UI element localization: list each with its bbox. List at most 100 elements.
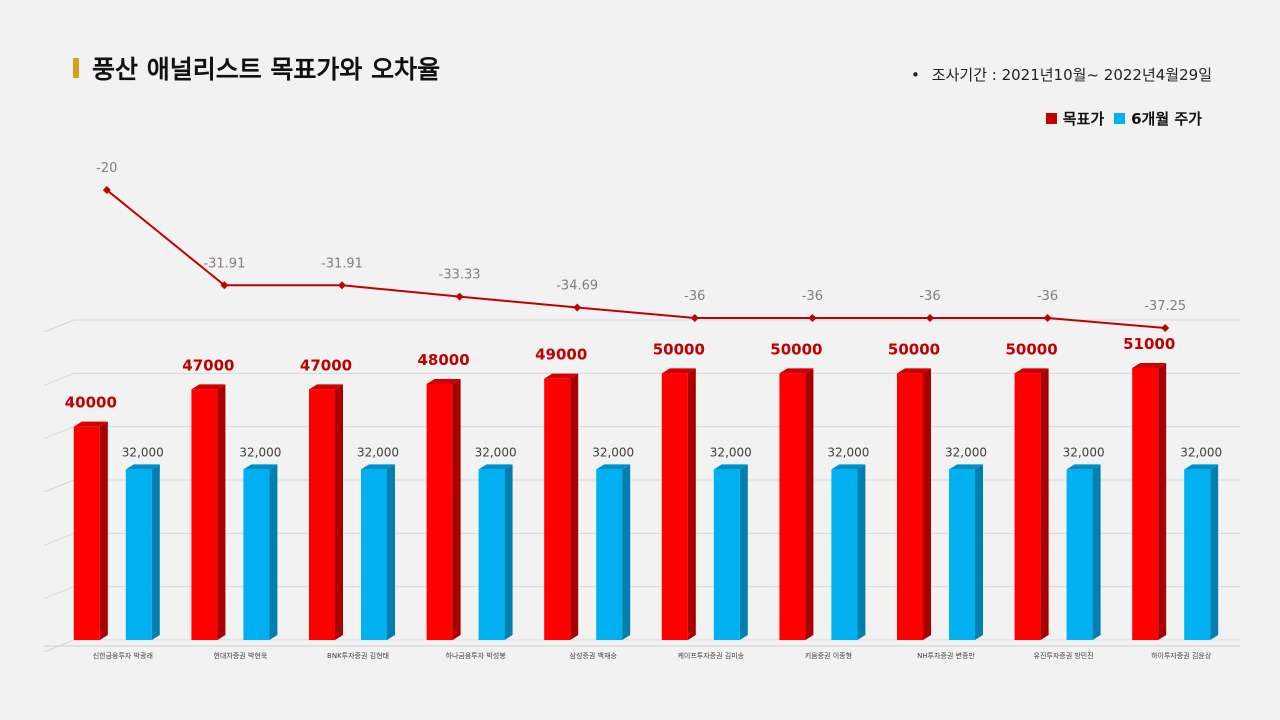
target-bar xyxy=(1014,373,1041,640)
target-bar-side xyxy=(687,368,696,640)
target-bar-top xyxy=(661,368,696,374)
price-bar xyxy=(361,469,387,640)
gridline-depth xyxy=(43,372,75,386)
price-bar xyxy=(713,469,740,640)
error-rate-label: -36 xyxy=(684,289,705,304)
target-value-label: 50000 xyxy=(1006,340,1058,358)
chart-legend: 목표가 6개월 주가 xyxy=(1045,108,1202,129)
target-bar-top xyxy=(544,373,579,379)
target-bar-top xyxy=(1014,368,1049,374)
error-rate-point xyxy=(1043,314,1052,322)
target-bar-side xyxy=(452,379,461,640)
price-value-label: 32,000 xyxy=(357,445,399,459)
error-rate-label: -33.33 xyxy=(439,268,481,283)
target-bar xyxy=(309,389,335,640)
target-value-label: 49000 xyxy=(535,346,587,364)
target-bar-side xyxy=(1158,363,1167,640)
category-label: BNK투자증권 김현태 xyxy=(327,651,389,660)
price-bar xyxy=(831,469,858,640)
price-bar-side xyxy=(1210,464,1219,640)
price-bar-side xyxy=(1092,464,1101,640)
price-bar-side xyxy=(151,464,160,640)
target-value-label: 50000 xyxy=(770,340,822,358)
target-bar-top xyxy=(779,368,814,374)
legend-label-target: 목표가 xyxy=(1062,110,1105,128)
target-bar xyxy=(73,426,100,640)
price-bar-top xyxy=(243,464,278,470)
target-value-label: 50000 xyxy=(888,340,940,358)
price-bar-top xyxy=(831,464,866,470)
price-bar-side xyxy=(387,464,395,640)
target-value-label: 51000 xyxy=(1123,335,1175,353)
price-value-label: 32,000 xyxy=(475,445,517,459)
target-value-label: 50000 xyxy=(653,340,705,358)
price-bar-side xyxy=(739,464,748,640)
target-bar-side xyxy=(570,373,579,640)
price-bar-top xyxy=(596,464,631,470)
target-bar xyxy=(191,389,218,640)
price-value-label: 32,000 xyxy=(945,445,987,459)
error-rate-point xyxy=(690,314,699,322)
price-bar xyxy=(478,469,505,640)
error-rate-label: -36 xyxy=(802,289,823,304)
target-bar-top xyxy=(426,379,461,384)
survey-period: • 조사기간 : 2021년10월~ 2022년4월29일 xyxy=(911,64,1212,85)
target-bar-top xyxy=(191,384,226,390)
price-bar xyxy=(243,469,270,640)
target-value-label: 48000 xyxy=(418,351,470,369)
error-rate-line xyxy=(106,189,1166,329)
error-rate-point xyxy=(573,303,582,312)
price-bar xyxy=(125,469,152,640)
price-bar-side xyxy=(857,464,866,640)
target-bar xyxy=(779,373,806,640)
category-label: 현대차증권 박현욱 xyxy=(214,651,268,660)
price-value-label: 32,000 xyxy=(592,445,634,459)
error-rate-label: -31.91 xyxy=(203,256,245,271)
error-rate-point xyxy=(338,281,346,290)
target-bar-side xyxy=(923,368,931,640)
target-bar-side xyxy=(335,384,343,640)
price-bar-top xyxy=(125,464,160,470)
error-rate-point xyxy=(1161,324,1170,332)
price-value-label: 32,000 xyxy=(827,445,869,459)
target-bar xyxy=(1132,368,1159,640)
price-value-label: 32,000 xyxy=(1180,445,1222,459)
error-rate-label: -20 xyxy=(96,161,117,176)
period-text: 조사기간 : 2021년10월~ 2022년4월29일 xyxy=(931,66,1212,84)
target-value-label: 40000 xyxy=(65,394,117,412)
category-label: 신한금융투자 박광래 xyxy=(93,651,153,660)
target-bar-side xyxy=(99,421,108,640)
price-bar-side xyxy=(975,464,983,640)
error-rate-label: -37.25 xyxy=(1144,299,1186,314)
price-bar-side xyxy=(504,464,513,640)
category-label: 하이투자증권 김윤상 xyxy=(1151,651,1212,660)
error-rate-point xyxy=(220,281,229,290)
price-bar-side xyxy=(269,464,278,640)
price-value-label: 32,000 xyxy=(239,445,281,459)
error-rate-point xyxy=(455,292,464,301)
price-bar-top xyxy=(361,464,395,470)
target-value-label: 47000 xyxy=(300,356,352,374)
category-label: 삼성증권 백재승 xyxy=(570,651,618,660)
gridline-depth xyxy=(43,586,75,600)
price-value-label: 32,000 xyxy=(710,445,752,459)
target-bar xyxy=(544,378,571,640)
error-rate-label: -31.91 xyxy=(321,256,363,271)
target-value-label: 47000 xyxy=(182,356,234,374)
price-bar xyxy=(949,469,975,640)
legend-swatch-target xyxy=(1045,113,1057,124)
category-label: 키움증권 이종형 xyxy=(805,651,852,660)
gridline-depth xyxy=(43,426,75,440)
price-bar-side xyxy=(622,464,631,640)
price-bar-top xyxy=(1066,464,1101,470)
error-rate-label: -34.69 xyxy=(556,279,598,294)
legend-item-price: 6개월 주가 xyxy=(1114,108,1202,129)
target-bar xyxy=(426,384,453,640)
target-bar-side xyxy=(1040,368,1049,640)
period-bullet: • xyxy=(910,66,920,84)
gridline-depth xyxy=(43,479,75,493)
target-bar xyxy=(661,373,688,640)
legend-swatch-price xyxy=(1114,113,1126,124)
target-bar-side xyxy=(217,384,226,640)
